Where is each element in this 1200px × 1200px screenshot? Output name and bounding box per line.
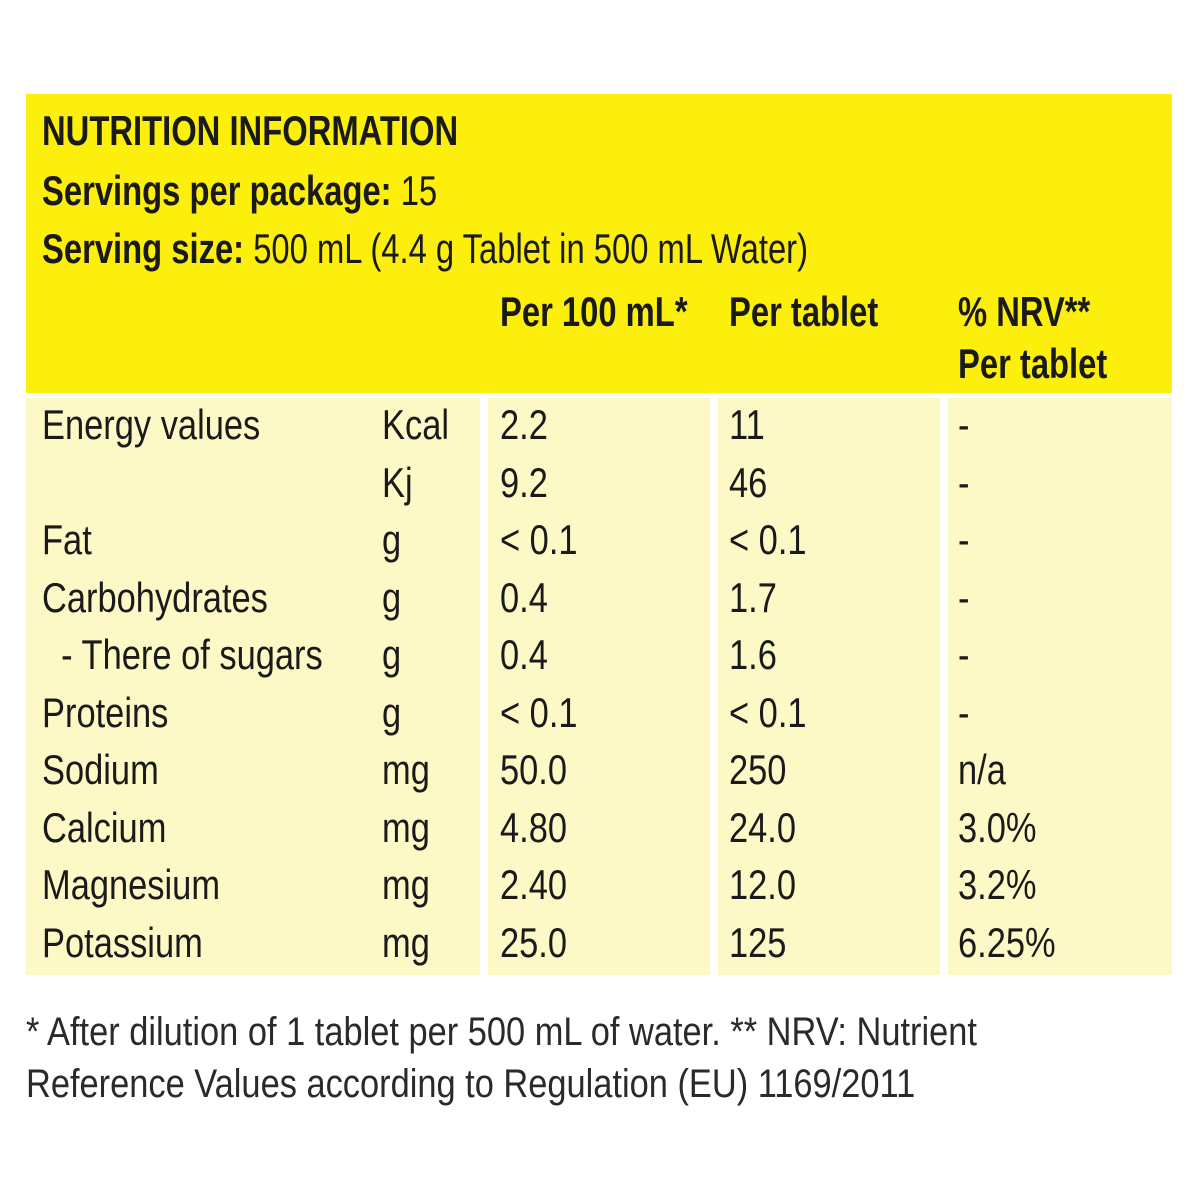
- footnote: * After dilution of 1 tablet per 500 mL …: [26, 1006, 1172, 1110]
- nrv-column: [948, 398, 1172, 975]
- nutrient-unit: g: [382, 688, 402, 736]
- value-per-tablet: 24.0: [729, 803, 797, 851]
- column-header-nrv-per-tablet: Per tablet: [958, 340, 1108, 387]
- serving-size: Serving size: 500 mL (4.4 g Tablet in 50…: [42, 224, 808, 274]
- value-per-100ml: 0.4: [500, 573, 548, 621]
- value-per-tablet: 250: [729, 746, 787, 793]
- nutrient-name: Sodium: [42, 746, 159, 793]
- value-nrv: n/a: [958, 746, 1006, 793]
- value-nrv: -: [958, 516, 970, 563]
- value-nrv: -: [958, 458, 970, 506]
- nutrition-title: NUTRITION INFORMATION: [42, 107, 459, 154]
- value-nrv: -: [958, 573, 970, 621]
- nutrient-name: Carbohydrates: [42, 573, 268, 621]
- servings-label: Servings per package:: [42, 167, 392, 214]
- per-tablet-column: [718, 398, 940, 975]
- column-header-nrv: % NRV**: [958, 288, 1091, 335]
- value-per-100ml: 50.0: [500, 746, 568, 793]
- servings-per-package: Servings per package: 15: [42, 166, 437, 216]
- value-nrv: 3.2%: [958, 861, 1037, 908]
- serving-size-value: 500 mL (4.4 g Tablet in 500 mL Water): [253, 225, 808, 272]
- value-per-tablet: 1.6: [729, 631, 777, 678]
- column-header-per-tablet: Per tablet: [729, 288, 879, 335]
- nutrient-unit: Kcal: [382, 401, 449, 448]
- nutrient-name: Energy values: [42, 401, 261, 448]
- value-per-100ml: 2.40: [500, 861, 568, 908]
- nutrient-name: Fat: [42, 516, 92, 563]
- value-per-100ml: < 0.1: [500, 516, 578, 563]
- nutrition-panel: NUTRITION INFORMATION Servings per packa…: [26, 94, 1172, 975]
- value-nrv: -: [958, 401, 970, 448]
- per-100ml-column: [488, 398, 710, 975]
- nutrient-name-column: [26, 398, 480, 975]
- value-per-100ml: 9.2: [500, 458, 548, 506]
- value-nrv: 3.0%: [958, 803, 1037, 851]
- nutrient-name: - There of sugars: [42, 631, 323, 678]
- servings-value: 15: [400, 167, 438, 214]
- serving-size-label: Serving size:: [42, 225, 245, 272]
- value-per-tablet: 46: [729, 458, 768, 506]
- nutrient-name: Calcium: [42, 803, 167, 851]
- nutrient-unit: Kj: [382, 458, 413, 506]
- value-per-tablet: < 0.1: [729, 516, 807, 563]
- nutrient-unit: g: [382, 573, 402, 621]
- nutrient-unit: mg: [382, 746, 430, 793]
- value-nrv: -: [958, 688, 970, 736]
- value-per-100ml: 4.80: [500, 803, 568, 851]
- value-per-100ml: < 0.1: [500, 688, 578, 736]
- nutrition-header: NUTRITION INFORMATION Servings per packa…: [26, 94, 1172, 393]
- value-per-100ml: 0.4: [500, 631, 548, 678]
- value-per-100ml: 25.0: [500, 918, 568, 966]
- nutrient-unit: mg: [382, 918, 430, 966]
- footnote-line-2: Reference Values according to Regulation…: [26, 1062, 916, 1106]
- nutrient-unit: mg: [382, 861, 430, 908]
- column-header-per-100ml: Per 100 mL*: [500, 288, 688, 335]
- value-per-tablet: 1.7: [729, 573, 777, 621]
- value-per-tablet: 125: [729, 918, 787, 966]
- nutrient-name: Proteins: [42, 688, 169, 736]
- value-per-100ml: 2.2: [500, 401, 548, 448]
- nutrient-unit: mg: [382, 803, 430, 851]
- value-per-tablet: 12.0: [729, 861, 797, 908]
- nutrient-name: Magnesium: [42, 861, 221, 908]
- nutrient-unit: g: [382, 516, 402, 563]
- value-per-tablet: 11: [729, 401, 765, 448]
- value-nrv: 6.25%: [958, 918, 1056, 966]
- value-nrv: -: [958, 631, 970, 678]
- footnote-line-1: * After dilution of 1 tablet per 500 mL …: [26, 1010, 977, 1054]
- value-per-tablet: < 0.1: [729, 688, 807, 736]
- nutrient-name: Potassium: [42, 918, 203, 966]
- nutrient-unit: g: [382, 631, 402, 678]
